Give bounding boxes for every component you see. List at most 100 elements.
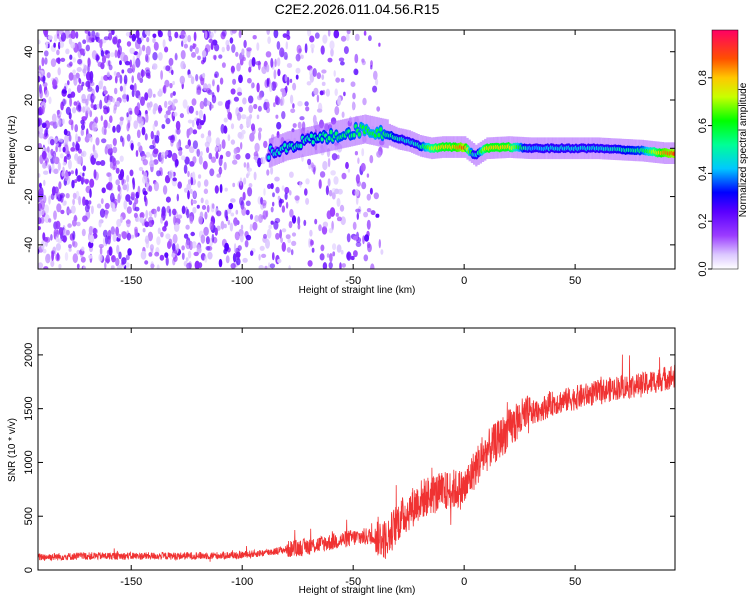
noise-speck	[92, 227, 97, 234]
noise-speck	[103, 90, 108, 95]
noise-speck	[58, 138, 63, 143]
noise-speck	[59, 30, 64, 36]
noise-speck	[148, 220, 154, 228]
noise-speck	[239, 233, 244, 243]
noise-speck	[354, 53, 359, 64]
snr-panel: -150 -100 -50 0 50 0 500 1000 1500 2000 Height o…	[7, 327, 676, 596]
noise-speck	[82, 165, 87, 172]
noise-speck	[307, 158, 312, 166]
noise-speck	[68, 247, 72, 252]
noise-speck	[53, 168, 59, 175]
noise-speck	[267, 262, 271, 269]
x-tick-label: 50	[569, 576, 581, 588]
noise-speck	[378, 239, 381, 249]
noise-speck	[295, 74, 299, 80]
noise-speck	[84, 178, 90, 184]
noise-speck	[72, 107, 77, 114]
noise-speck	[318, 224, 322, 232]
noise-speck	[341, 111, 345, 118]
noise-speck	[55, 243, 62, 251]
noise-speck	[67, 159, 72, 170]
noise-speck	[87, 63, 90, 74]
y-tick-label: -20	[23, 189, 35, 205]
noise-speck	[60, 57, 66, 63]
noise-speck	[57, 57, 61, 65]
noise-speck	[204, 141, 210, 148]
noise-speck	[313, 87, 319, 96]
noise-speck	[214, 146, 219, 152]
noise-speck	[145, 209, 148, 220]
noise-speck	[145, 45, 151, 56]
noise-speck	[224, 242, 230, 252]
noise-speck	[112, 166, 115, 171]
noise-speck	[107, 181, 113, 191]
noise-speck	[252, 221, 258, 231]
noise-speck	[152, 93, 156, 98]
noise-speck	[196, 244, 201, 249]
noise-speck	[197, 180, 201, 188]
colorbar-label: Normalized spectral amplitude	[738, 82, 749, 217]
noise-speck	[53, 34, 58, 42]
noise-speck	[378, 42, 381, 47]
noise-speck	[370, 210, 376, 216]
noise-speck	[180, 60, 186, 70]
noise-speck	[330, 170, 336, 176]
noise-speck	[119, 60, 122, 66]
noise-speck	[164, 221, 167, 228]
noise-speck	[152, 149, 158, 158]
noise-speck	[229, 222, 234, 232]
noise-speck	[74, 124, 78, 133]
noise-speck	[164, 175, 171, 184]
noise-speck	[110, 265, 115, 269]
noise-speck	[310, 43, 315, 50]
noise-speck	[125, 262, 130, 268]
noise-speck	[100, 198, 104, 205]
ridge-core	[357, 132, 361, 137]
noise-speck	[160, 154, 164, 164]
noise-speck	[167, 100, 173, 106]
noise-speck	[332, 251, 336, 257]
noise-speck	[126, 219, 131, 228]
noise-speck	[306, 81, 312, 86]
noise-speck	[126, 112, 129, 118]
noise-speck	[370, 64, 373, 70]
noise-speck	[116, 244, 120, 254]
bottom-y-axis-label: SNR (10 * v/v)	[7, 418, 18, 482]
noise-speck	[150, 261, 155, 269]
noise-speck	[286, 247, 291, 253]
noise-speck	[332, 243, 337, 251]
noise-speck	[184, 156, 190, 165]
noise-speck	[162, 39, 166, 49]
noise-speck	[335, 212, 339, 217]
noise-speck	[180, 50, 186, 60]
noise-speck	[279, 199, 284, 204]
noise-speck	[142, 228, 146, 233]
noise-speck	[144, 260, 149, 265]
noise-speck	[326, 253, 330, 258]
noise-speck	[172, 233, 178, 244]
noise-speck	[78, 196, 82, 206]
noise-speck	[190, 76, 195, 85]
noise-speck	[104, 209, 108, 219]
noise-speck	[340, 35, 347, 42]
noise-speck	[183, 164, 188, 174]
y-tick-label: 1000	[23, 450, 35, 474]
noise-speck	[132, 179, 136, 190]
noise-speck	[81, 81, 85, 87]
noise-speck	[299, 116, 305, 121]
noise-speck	[286, 30, 290, 37]
noise-speck	[88, 200, 92, 205]
noise-speck	[277, 258, 282, 264]
noise-speck	[126, 182, 129, 192]
noise-speck	[235, 251, 241, 258]
noise-speck	[82, 265, 86, 269]
noise-speck	[50, 234, 53, 241]
noise-speck	[48, 218, 52, 223]
noise-speck	[175, 243, 180, 253]
noise-speck	[86, 133, 92, 139]
x-tick-label: -50	[345, 275, 361, 287]
noise-speck	[50, 139, 55, 146]
noise-speck	[105, 258, 111, 263]
noise-speck	[256, 82, 260, 93]
noise-speck	[88, 254, 93, 259]
